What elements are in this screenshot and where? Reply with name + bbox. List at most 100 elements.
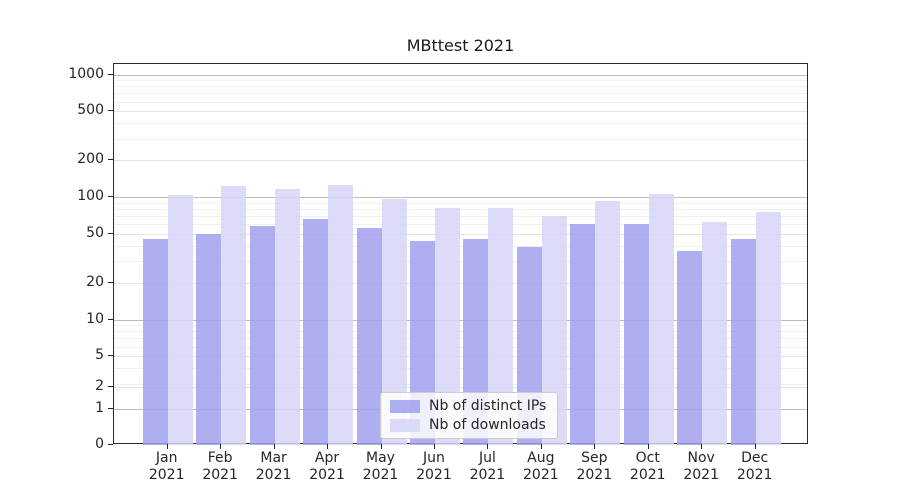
- x-tick-label-line: Apr: [314, 450, 340, 466]
- legend-swatch-downloads: [390, 418, 420, 432]
- x-tick-label-line: Feb: [207, 450, 233, 466]
- bar-downloads: [648, 194, 674, 445]
- gridline-minor: [114, 331, 807, 333]
- x-tick-label-line: Sep: [581, 450, 608, 466]
- gridline-minor: [114, 123, 807, 125]
- x-tick-mark: [380, 444, 382, 449]
- x-tick-label: Jun 2021: [404, 450, 464, 484]
- y-tick-mark: [108, 159, 113, 161]
- x-tick-label: Apr 2021: [297, 450, 357, 484]
- gridline-minor: [114, 208, 807, 210]
- legend-item: Nb of distinct IPs: [390, 398, 546, 414]
- bar-distinct-ips: [677, 251, 703, 445]
- x-tick-label-line: 2021: [629, 467, 666, 483]
- x-tick-label-line: 2021: [309, 467, 345, 483]
- bar-downloads: [328, 184, 354, 445]
- x-tick-mark: [166, 444, 168, 449]
- bar-downloads: [595, 201, 621, 445]
- legend-swatch-distinct-ips: [390, 399, 420, 413]
- bar-distinct-ips: [570, 224, 596, 445]
- gridline-minor: [114, 80, 807, 82]
- x-tick-label: Sep 2021: [564, 450, 624, 484]
- x-tick-label-line: 2021: [576, 467, 613, 483]
- x-tick-mark: [701, 444, 703, 449]
- y-tick-label: 50: [86, 224, 104, 241]
- y-tick-label: 1000: [68, 65, 104, 82]
- y-tick-mark: [108, 73, 113, 75]
- bar-downloads: [755, 212, 781, 445]
- gridline-minor: [114, 93, 807, 95]
- gridline-minor: [114, 261, 807, 263]
- x-tick-label-line: Jan: [155, 450, 178, 466]
- x-tick-mark: [754, 444, 756, 449]
- x-tick-mark: [594, 444, 596, 449]
- x-tick-label: May 2021: [351, 450, 411, 484]
- y-tick-label: 500: [77, 102, 104, 119]
- x-tick-mark: [540, 444, 542, 449]
- legend-label-downloads: Nb of downloads: [429, 417, 546, 433]
- y-tick-label: 20: [86, 273, 104, 290]
- x-tick-label-line: Jun: [423, 450, 445, 466]
- x-tick-label-line: May: [366, 450, 395, 466]
- gridline: [114, 356, 807, 358]
- bar-distinct-ips: [249, 225, 275, 445]
- x-tick-mark: [647, 444, 649, 449]
- y-tick-label: 5: [95, 347, 104, 364]
- bar-downloads: [221, 185, 247, 445]
- x-tick-label-line: 2021: [469, 467, 506, 483]
- gridline-major: [114, 74, 807, 76]
- x-tick-label: Dec 2021: [725, 450, 785, 484]
- x-tick-mark: [220, 444, 222, 449]
- x-tick-mark: [433, 444, 435, 449]
- x-tick-label-line: 2021: [736, 467, 773, 483]
- x-tick-label-line: 2021: [416, 467, 452, 483]
- x-tick-label-line: 2021: [148, 467, 185, 483]
- x-tick-mark: [487, 444, 489, 449]
- gridline-major: [114, 197, 807, 198]
- y-tick-mark: [108, 408, 113, 409]
- gridline-minor: [114, 86, 807, 88]
- x-tick-label: Aug 2021: [511, 450, 571, 484]
- gridline-minor: [114, 325, 807, 327]
- y-tick-mark: [108, 386, 113, 387]
- legend-label-distinct-ips: Nb of distinct IPs: [429, 398, 547, 414]
- bar-distinct-ips: [623, 224, 649, 445]
- gridline-minor: [114, 245, 807, 247]
- gridline: [114, 282, 807, 284]
- bar-distinct-ips: [196, 233, 222, 445]
- bar-downloads: [167, 195, 193, 445]
- y-tick-label: 1: [95, 400, 104, 416]
- bar-distinct-ips: [730, 239, 756, 445]
- gridline: [114, 233, 807, 235]
- x-tick-label: Jul 2021: [457, 450, 517, 484]
- y-tick-mark: [108, 281, 113, 283]
- y-tick-label: 200: [77, 151, 104, 168]
- x-tick-label-line: 2021: [362, 467, 399, 483]
- x-tick-label-line: 2021: [202, 467, 238, 483]
- gridline-minor: [114, 138, 807, 140]
- x-tick-label-line: Jul: [478, 450, 496, 466]
- x-tick-label: Nov 2021: [671, 450, 731, 484]
- x-tick-label-line: 2021: [523, 467, 559, 483]
- legend: Nb of distinct IPs Nb of downloads: [380, 392, 559, 439]
- gridline: [114, 387, 807, 388]
- x-tick-label-line: 2021: [683, 467, 719, 483]
- y-tick-mark: [108, 232, 113, 234]
- x-tick-label-line: Aug: [527, 450, 555, 466]
- y-tick-label: 10: [86, 310, 104, 327]
- bar-downloads: [702, 221, 728, 445]
- x-tick-label: Jan 2021: [137, 450, 197, 484]
- x-tick-label-line: Oct: [635, 450, 660, 466]
- y-tick-label: 100: [77, 188, 104, 204]
- gridline-minor: [114, 202, 807, 204]
- y-tick-mark: [108, 196, 113, 197]
- bar-distinct-ips: [356, 227, 382, 445]
- chart-title: MBttest 2021: [406, 36, 515, 55]
- gridline-minor: [114, 346, 807, 348]
- gridline-minor: [114, 101, 807, 103]
- x-tick-label: Mar 2021: [244, 450, 304, 484]
- y-tick-mark: [108, 355, 113, 357]
- gridline-minor: [114, 224, 807, 226]
- gridline: [114, 111, 807, 113]
